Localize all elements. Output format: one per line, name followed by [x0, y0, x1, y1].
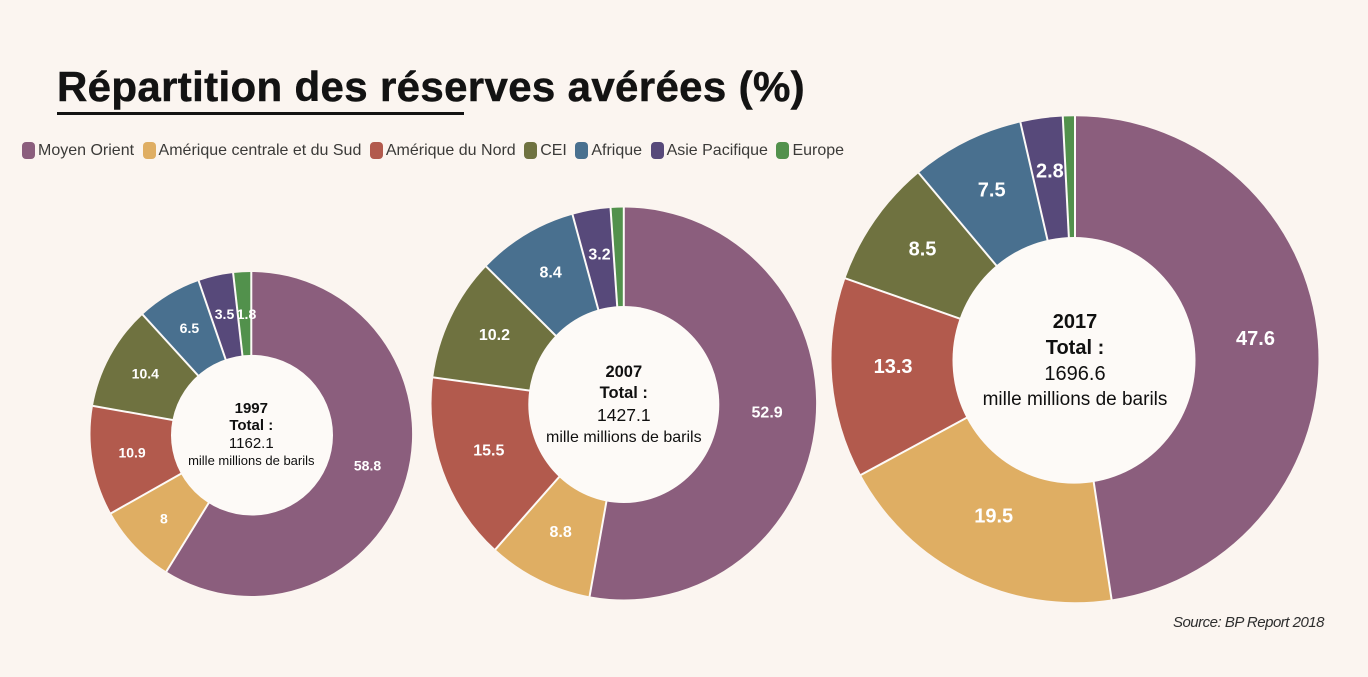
svg-text:1.8: 1.8: [237, 306, 257, 322]
svg-text:2.8: 2.8: [1036, 160, 1064, 182]
svg-text:3.5: 3.5: [215, 306, 235, 322]
svg-text:7.5: 7.5: [978, 180, 1006, 202]
svg-text:3.2: 3.2: [588, 246, 610, 263]
svg-text:10.9: 10.9: [118, 444, 145, 460]
svg-text:8.5: 8.5: [909, 238, 937, 260]
svg-text:6.5: 6.5: [180, 320, 200, 336]
svg-text:10.2: 10.2: [479, 327, 510, 344]
svg-text:47.6: 47.6: [1236, 328, 1275, 350]
svg-text:8.4: 8.4: [539, 265, 561, 282]
svg-text:52.9: 52.9: [752, 405, 783, 422]
svg-text:58.8: 58.8: [354, 457, 381, 473]
svg-text:15.5: 15.5: [473, 442, 504, 459]
svg-text:8.8: 8.8: [549, 524, 571, 541]
svg-text:10.4: 10.4: [132, 366, 159, 382]
svg-text:8: 8: [160, 511, 168, 527]
svg-text:19.5: 19.5: [974, 506, 1013, 528]
svg-text:13.3: 13.3: [874, 356, 913, 378]
